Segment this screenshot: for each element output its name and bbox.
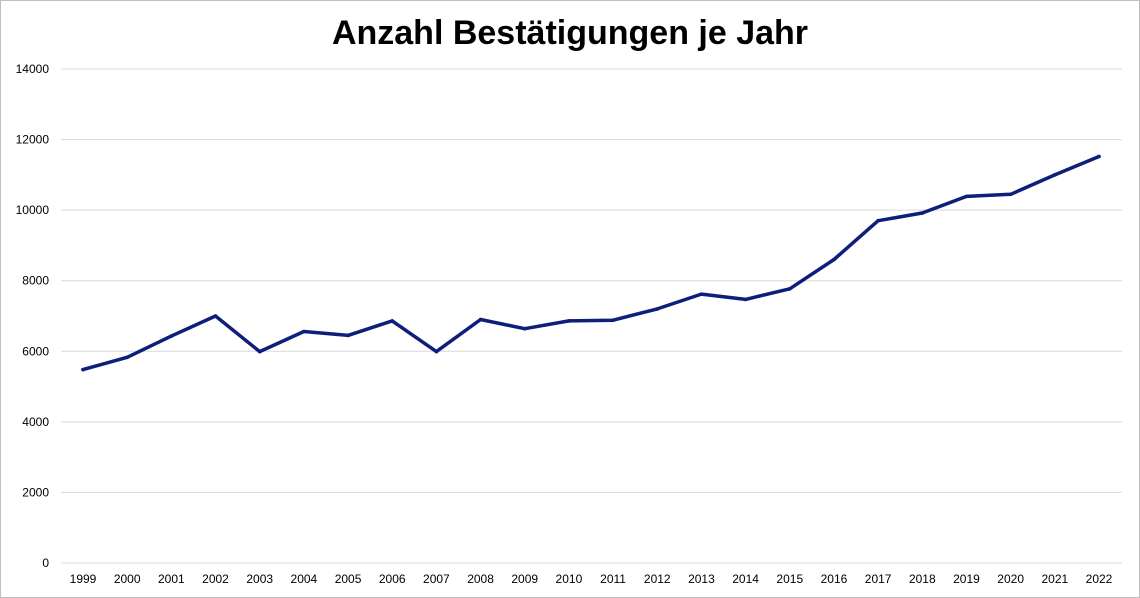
- data-point-2001: [169, 334, 174, 338]
- data-point-2006: [390, 319, 395, 323]
- data-point-2010: [567, 319, 571, 323]
- series-layer: [81, 154, 1101, 372]
- data-point-2017: [876, 218, 880, 223]
- x-tick-label: 2019: [953, 572, 980, 586]
- data-point-2019: [964, 194, 969, 199]
- data-point-2015: [787, 287, 792, 291]
- x-tick-label: 2014: [732, 572, 759, 586]
- y-tick-label: 2000: [22, 485, 49, 499]
- x-axis-tick-labels: 1999 2000 2001 2002 2003 2004 2005 2006 2007 2008…: [70, 572, 1113, 586]
- x-tick-label: 2007: [423, 572, 450, 586]
- x-tick-label: 2010: [556, 572, 583, 586]
- data-point-2020: [1008, 192, 1013, 197]
- data-point-2014: [743, 297, 748, 302]
- data-point-2009: [522, 326, 527, 331]
- x-tick-label: 2022: [1086, 572, 1113, 586]
- data-point-2021: [1053, 173, 1057, 177]
- data-point-2016: [832, 257, 836, 262]
- y-tick-label: 8000: [22, 274, 49, 288]
- data-point-2008: [478, 317, 483, 322]
- series-line: [81, 154, 1101, 372]
- data-point-2007: [434, 349, 439, 354]
- y-tick-label: 6000: [22, 344, 49, 358]
- x-tick-label: 2004: [291, 572, 318, 586]
- data-point-2013: [699, 292, 704, 296]
- data-point-2004: [302, 329, 306, 334]
- x-tick-label: 1999: [70, 572, 97, 586]
- x-tick-label: 2021: [1041, 572, 1068, 586]
- x-tick-label: 2005: [335, 572, 362, 586]
- gridlines: [61, 68, 1122, 564]
- data-point-2022: [1097, 154, 1101, 159]
- data-point-2000: [125, 355, 129, 360]
- x-tick-label: 2001: [158, 572, 185, 586]
- data-point-2018: [920, 211, 925, 215]
- y-tick-label: 10000: [16, 203, 50, 217]
- chart-title: Anzahl Bestätigungen je Jahr: [331, 14, 809, 52]
- y-tick-label: 0: [42, 556, 49, 570]
- x-tick-label: 2017: [865, 572, 892, 586]
- data-point-2002: [213, 314, 218, 318]
- x-tick-label: 2006: [379, 572, 406, 586]
- x-tick-label: 2000: [114, 572, 141, 586]
- data-point-1999: [81, 367, 85, 372]
- y-tick-label: 4000: [22, 415, 49, 429]
- x-tick-label: 2020: [997, 572, 1024, 586]
- y-tick-label: 14000: [16, 62, 50, 76]
- x-tick-label: 2016: [821, 572, 848, 586]
- x-tick-label: 2009: [511, 572, 538, 586]
- data-point-2011: [611, 318, 615, 323]
- data-point-2003: [257, 349, 262, 354]
- x-tick-label: 2011: [600, 572, 626, 586]
- data-point-2005: [346, 333, 350, 338]
- x-tick-label: 2015: [776, 572, 803, 586]
- data-point-2012: [655, 307, 660, 311]
- x-tick-label: 2008: [467, 572, 494, 586]
- x-tick-label: 2003: [246, 572, 273, 586]
- y-axis-tick-labels: 0 2000 4000 6000 8000 10000 12000 14000: [16, 62, 50, 570]
- y-tick-label: 12000: [16, 133, 50, 147]
- x-tick-label: 2012: [644, 572, 671, 586]
- x-tick-label: 2018: [909, 572, 936, 586]
- x-tick-label: 2013: [688, 572, 715, 586]
- x-tick-label: 2002: [202, 572, 229, 586]
